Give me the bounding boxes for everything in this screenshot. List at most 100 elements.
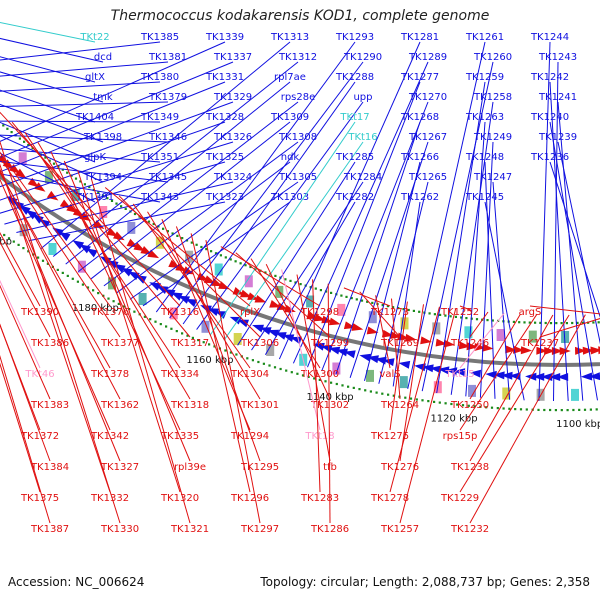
gene-leader-line xyxy=(4,161,226,225)
gene-leader-line xyxy=(553,61,559,402)
gene-leader-line xyxy=(389,301,408,431)
gene-leader-line xyxy=(0,178,111,431)
accession-text: Accession: NC_006624 xyxy=(8,575,145,589)
tick-dot xyxy=(581,321,584,324)
tick-dot xyxy=(219,254,222,257)
gene-label: glpK xyxy=(84,152,106,163)
gene-label: rplX xyxy=(240,307,260,318)
reverse-gene-arrow xyxy=(582,346,595,355)
reverse-gene-arrow xyxy=(126,238,139,248)
gene-label: TK1283 xyxy=(300,493,339,504)
reverse-gene-arrow xyxy=(15,168,27,179)
forward-gene-arrow xyxy=(453,368,466,377)
gene-label: TKt22 xyxy=(79,32,109,43)
gene-label: TK1286 xyxy=(310,524,349,535)
tick-dot xyxy=(162,227,165,230)
gene-label: TK1398 xyxy=(83,132,122,143)
tick-dot xyxy=(313,377,316,380)
tick-dot xyxy=(473,405,476,408)
tick-dot xyxy=(555,322,558,325)
gene-label: TK1343 xyxy=(140,192,179,203)
gene-leader-line xyxy=(0,101,169,108)
forward-gene-arrow xyxy=(214,311,227,319)
tick-dot xyxy=(279,367,282,371)
feature-block xyxy=(169,307,178,320)
gene-leader-line xyxy=(0,41,226,142)
gene-label: TK1323 xyxy=(205,192,244,203)
tick-dot xyxy=(190,241,193,244)
gene-label: TK1381 xyxy=(148,52,187,63)
tick-dot xyxy=(22,247,25,250)
gene-label: TK1303 xyxy=(270,192,309,203)
forward-gene-arrow xyxy=(469,369,481,378)
gene-leader-line xyxy=(63,160,191,462)
gene-leader-line xyxy=(479,141,494,398)
gene-leader-line xyxy=(549,121,598,401)
gene-leader-line xyxy=(539,318,600,338)
gene-label: TK1232 xyxy=(450,524,489,535)
gene-leader-line xyxy=(265,263,331,400)
tick-dot xyxy=(475,318,479,321)
forward-gene-arrow xyxy=(328,346,341,355)
gene-leader-line xyxy=(399,308,457,524)
gene-leader-line xyxy=(312,279,321,493)
gene-leader-line xyxy=(16,181,234,233)
reverse-gene-arrow xyxy=(27,177,40,188)
forward-gene-arrow xyxy=(156,285,169,294)
gene-label: TK1247 xyxy=(473,172,512,183)
gene-label: TK1297 xyxy=(240,524,279,535)
tick-dot xyxy=(224,349,227,352)
gene-label: TK1240 xyxy=(530,112,569,123)
tick-dot xyxy=(44,156,47,159)
gene-leader-line xyxy=(104,187,251,307)
tick-dot xyxy=(572,408,575,412)
gene-leader-line xyxy=(0,81,161,92)
gene-leader-line xyxy=(182,81,356,325)
tick-dot xyxy=(234,260,237,263)
gene-label: TK1332 xyxy=(90,493,129,504)
tick-dot xyxy=(341,384,344,387)
tick-dot xyxy=(110,199,114,202)
tick-dot xyxy=(66,274,69,277)
reverse-gene-arrow xyxy=(284,304,296,313)
tick-dot xyxy=(566,409,569,412)
tick-dot xyxy=(589,408,592,411)
tick-dot xyxy=(387,393,390,396)
feature-block xyxy=(266,344,275,356)
tick-dot xyxy=(519,408,523,411)
tick-dot xyxy=(544,321,547,325)
gene-label: TK1309 xyxy=(270,112,309,123)
gene-leader-line xyxy=(0,134,169,143)
tick-dot xyxy=(10,131,13,134)
forward-gene-arrow xyxy=(429,365,442,374)
gene-leader-line xyxy=(459,314,538,431)
gene-label: TK1288 xyxy=(335,72,374,83)
gene-label: TK1238 xyxy=(450,462,489,473)
tick-dot xyxy=(197,339,200,342)
tick-dot xyxy=(571,321,574,325)
forward-gene-arrow xyxy=(19,205,31,215)
tick-dot xyxy=(86,286,90,289)
tick-dot xyxy=(294,281,297,284)
gene-label: TK1346 xyxy=(148,132,187,143)
gene-label: TK1298 xyxy=(300,307,339,318)
gene-leader-line xyxy=(0,22,96,43)
tick-dot xyxy=(319,289,322,292)
tick-dot xyxy=(433,400,436,403)
gene-label: TK1237 xyxy=(520,338,559,349)
tick-dot xyxy=(392,394,395,397)
gene-leader-line xyxy=(50,151,181,431)
gene-label: TK1261 xyxy=(465,32,504,43)
tick-dot xyxy=(444,314,447,317)
gene-label: TK1386 xyxy=(30,338,69,349)
gene-label: TK1345 xyxy=(148,172,187,183)
reverse-gene-arrow xyxy=(351,323,364,331)
reverse-gene-arrow xyxy=(404,333,417,342)
gene-label: TK1362 xyxy=(100,400,139,411)
gene-leader-line xyxy=(0,168,121,462)
tick-dot xyxy=(6,127,9,130)
tick-dot xyxy=(518,321,521,324)
tick-dot xyxy=(208,343,211,346)
gene-label: ndk xyxy=(281,152,300,163)
gene-label: TK1379 xyxy=(148,92,187,103)
